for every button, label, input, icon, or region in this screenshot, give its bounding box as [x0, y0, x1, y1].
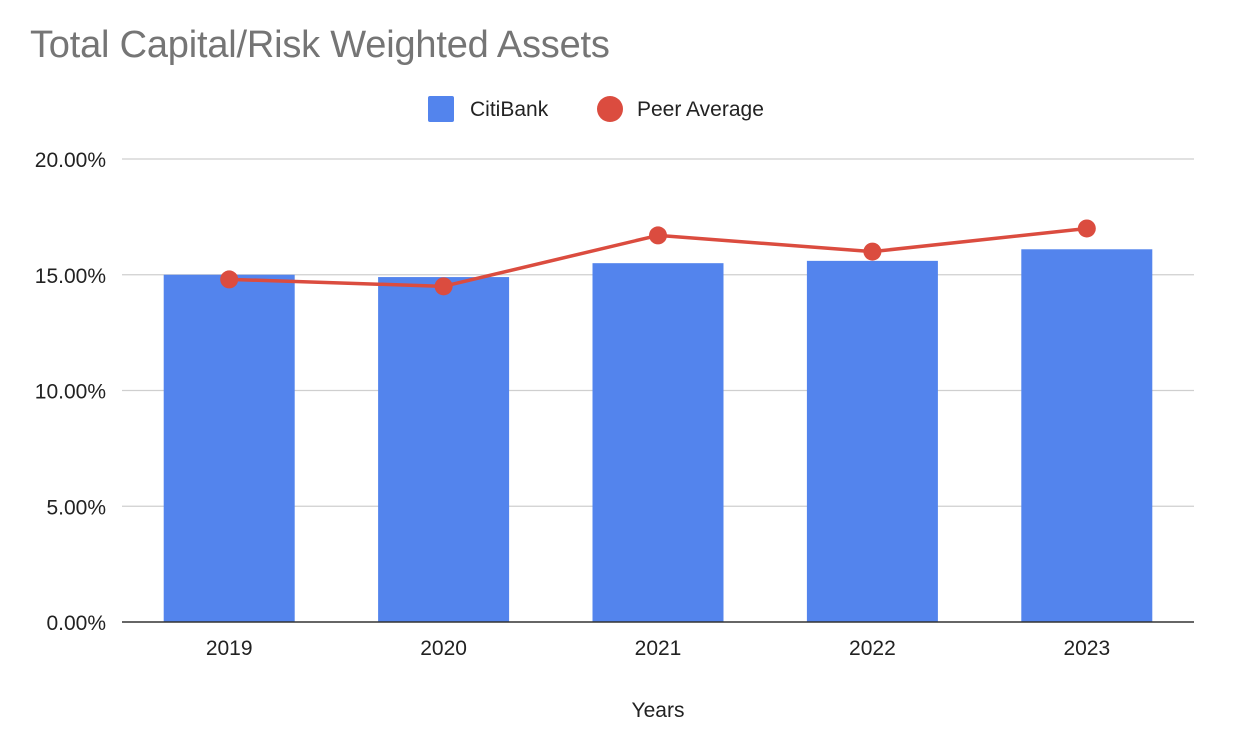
- y-tick-label: 15.00%: [35, 265, 106, 288]
- bar-series: [163, 249, 1153, 622]
- y-tick-label: 5.00%: [46, 496, 106, 519]
- line-point: [649, 226, 667, 245]
- bar: [378, 277, 510, 622]
- legend-swatch-citibank: [428, 96, 454, 122]
- x-tick-label: 2019: [206, 637, 253, 660]
- bar: [1021, 249, 1153, 622]
- y-tick-label: 20.00%: [35, 149, 106, 172]
- bar: [163, 274, 295, 622]
- legend-swatch-peer-average: [597, 96, 623, 122]
- bar: [592, 263, 724, 622]
- x-tick-label: 2020: [420, 637, 467, 660]
- legend-label-citibank: CitiBank: [470, 98, 549, 121]
- bar: [806, 260, 938, 622]
- axes: 0.00% 5.00% 10.00% 15.00% 20.00% 2019 2020 2021…: [35, 149, 1194, 722]
- x-tick-label: 2023: [1063, 637, 1110, 660]
- line-point: [863, 242, 882, 261]
- line-point: [220, 270, 239, 289]
- x-tick-label: 2021: [635, 637, 682, 660]
- line-point: [434, 277, 453, 296]
- chart-title: Total Capital/Risk Weighted Assets: [30, 24, 610, 66]
- x-tick-label: 2022: [849, 637, 896, 660]
- legend: CitiBank Peer Average: [428, 96, 764, 122]
- y-tick-label: 0.00%: [46, 612, 106, 635]
- legend-label-peer-average: Peer Average: [637, 98, 764, 121]
- line-point: [1077, 219, 1096, 238]
- x-axis-title: Years: [632, 699, 685, 722]
- line-series: [220, 219, 1096, 296]
- y-tick-label: 10.00%: [35, 381, 106, 404]
